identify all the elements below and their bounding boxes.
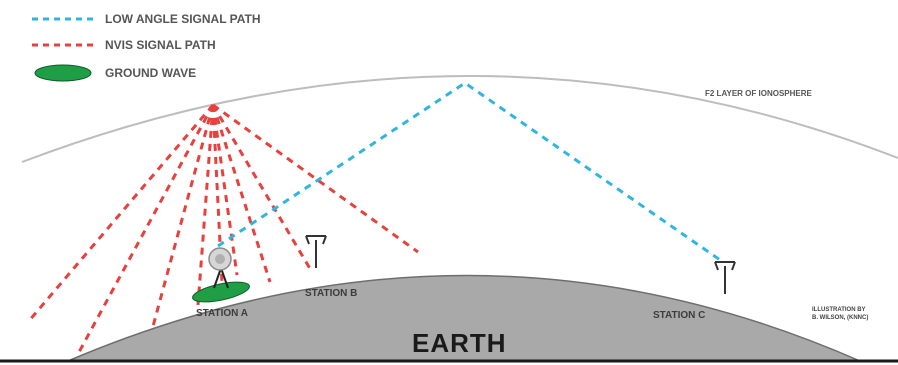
legend-nvis-label: NVIS SIGNAL PATH [105, 38, 216, 52]
credit-line-1: ILLUSTRATION BY [812, 307, 866, 313]
antenna-tower-icon [714, 261, 736, 294]
satellite-dish-icon [208, 247, 232, 289]
legend-ground-wave-swatch [34, 64, 92, 82]
credit-line-2: B. WILSON, (KNNC) [812, 315, 868, 321]
station-c-label: STATION C [653, 310, 705, 321]
ground-wave-ellipse [192, 281, 250, 303]
f2-layer-label: F2 LAYER OF IONOSPHERE [705, 89, 813, 98]
nvis-path-9 [212, 103, 419, 254]
station-a-label: STATION A [196, 308, 248, 319]
nvis-path-8 [211, 104, 314, 273]
nvis-path-7 [211, 104, 272, 283]
earth-label: EARTH [412, 328, 507, 358]
legend: LOW ANGLE SIGNAL PATH NVIS SIGNAL PATH G… [32, 12, 261, 82]
earth-shape [67, 274, 861, 362]
legend-low-angle-label: LOW ANGLE SIGNAL PATH [105, 12, 261, 26]
antenna-tower-icon [305, 235, 327, 268]
legend-ground-wave-label: GROUND WAVE [105, 66, 196, 80]
nvis-path-2 [76, 104, 215, 355]
nvis-path-1 [26, 104, 215, 323]
f2-layer-arc [21, 75, 898, 163]
nvis-path-6 [211, 104, 239, 276]
station-b-label: STATION B [305, 288, 357, 299]
low-angle-signal-path [217, 81, 724, 264]
